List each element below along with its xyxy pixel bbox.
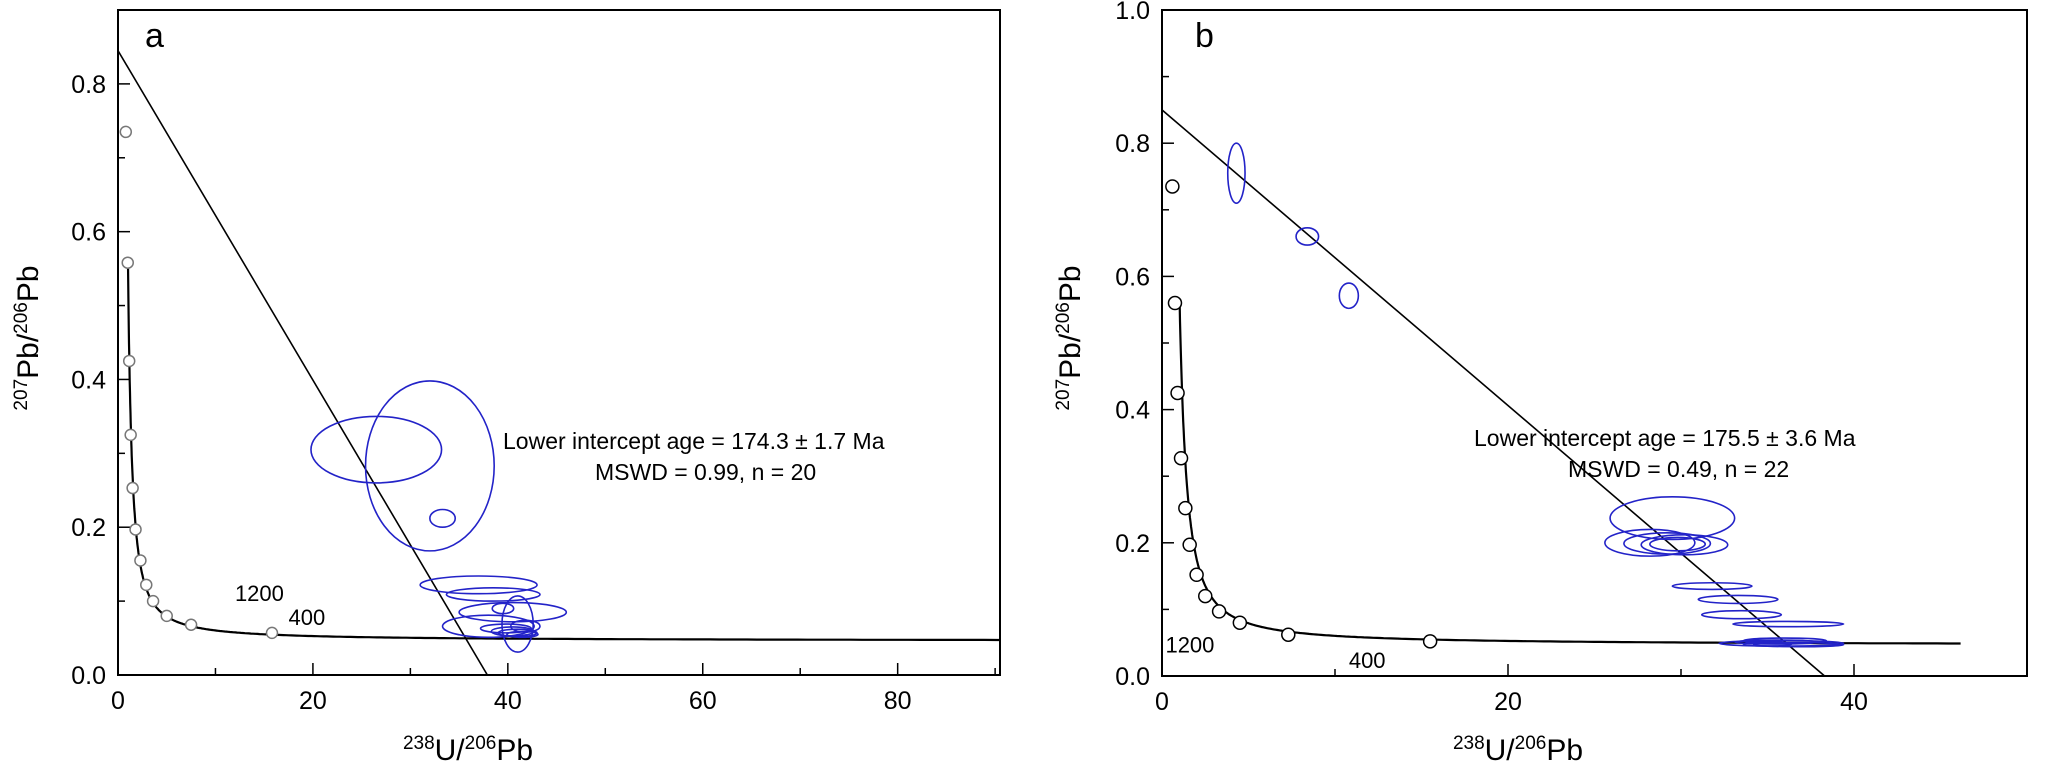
panel-a-concordia-marker	[129, 523, 142, 536]
panel-a-concordia-marker	[119, 125, 133, 139]
panel-a-error-ellipse	[441, 614, 535, 639]
panel-a-concordia-marker	[160, 609, 173, 623]
panel-a-error-ellipse	[364, 380, 495, 552]
panel-a-concordia-marker	[184, 618, 198, 632]
panel-b-concordia-marker	[1189, 567, 1204, 583]
panel-b: b Lower intercept age = 175.5 ± 3.6 Ma M…	[1053, 0, 2028, 767]
panel-b-concordia-marker	[1170, 385, 1185, 401]
panel-b-concordia-marker	[1182, 537, 1197, 553]
panel-a-x-tick-label: 80	[884, 687, 912, 715]
panel-b-error-ellipse	[1733, 639, 1819, 645]
panel-b-plot-frame	[1161, 9, 2028, 677]
panel-b-age-label: 400	[1349, 648, 1386, 673]
panel-a-y-tick-label: 0.0	[71, 662, 106, 690]
panel-b-age-label: 1200	[1165, 633, 1214, 658]
panel-a-error-ellipse	[445, 587, 541, 602]
panel-b-discordia-line	[1162, 109, 1826, 676]
panel-a-age-label: 1200	[235, 581, 284, 606]
panel-a-y-tick-label: 0.6	[71, 219, 106, 247]
panel-a-error-ellipse	[506, 630, 539, 639]
panel-a-plot-content	[118, 50, 1000, 675]
panel-a-plot-frame	[117, 9, 1001, 676]
panel-b-annotation-line1: Lower intercept age = 175.5 ± 3.6 Ma	[1474, 425, 1856, 451]
panel-b-concordia-marker	[1281, 627, 1296, 642]
panel-b-error-ellipse	[1649, 536, 1707, 552]
panel-a-discordia-line	[118, 50, 489, 675]
panel-a-concordia-marker	[265, 626, 279, 640]
panel-a-error-ellipse	[419, 575, 538, 595]
panel-b-concordia-marker	[1178, 500, 1193, 516]
panel-b-y-axis-label: 207Pb/206Pb	[1053, 265, 1087, 410]
panel-b-y-tick-label: 0.8	[1115, 130, 1150, 158]
panel-a-error-ellipse	[458, 601, 568, 623]
panel-b-error-ellipse	[1700, 609, 1783, 620]
panel-b-error-ellipse	[1697, 594, 1779, 605]
panel-a-y-tick-label: 0.4	[71, 366, 106, 394]
panel-a-age-label: 400	[289, 605, 326, 630]
panel-a-x-tick-label: 40	[494, 687, 522, 715]
panel-a-concordia-marker	[121, 256, 134, 269]
panel-b-concordia-marker	[1165, 179, 1180, 194]
panel-a-x-axis-label: 238U/206Pb	[403, 733, 533, 767]
panel-a-x-tick-label: 60	[689, 687, 717, 715]
panel-a-x-tick-label: 0	[111, 687, 125, 715]
panel-b-error-ellipse	[1742, 641, 1793, 647]
panel-b-letter: b	[1195, 17, 1214, 55]
panel-b-x-tick-label: 40	[1840, 688, 1868, 716]
panel-b-error-ellipse	[1640, 534, 1729, 556]
panel-b-y-tick-label: 0.0	[1115, 663, 1150, 691]
panel-a: a Lower intercept age = 174.3 ± 1.7 Ma M…	[11, 9, 1001, 767]
panel-b-error-ellipse	[1604, 528, 1696, 557]
panel-a-y-axis-label: 207Pb/206Pb	[11, 265, 45, 410]
panel-b-concordia-marker	[1173, 450, 1189, 466]
panel-b-error-ellipse	[1671, 581, 1753, 591]
panel-a-concordia-marker	[146, 594, 160, 608]
panel-b-annotation-line2: MSWD = 0.49, n = 22	[1568, 456, 1789, 482]
panel-b-x-tick-label: 0	[1155, 688, 1169, 716]
panel-b-error-ellipse	[1732, 620, 1845, 628]
panel-b-error-ellipse	[1295, 226, 1320, 246]
panel-b-y-tick-label: 0.4	[1115, 397, 1150, 425]
panel-a-error-ellipse	[429, 508, 457, 529]
panel-b-concordia-marker	[1211, 604, 1227, 619]
panel-a-annotation-line2: MSWD = 0.99, n = 20	[595, 459, 816, 485]
panel-b-x-tick-label: 20	[1494, 688, 1522, 716]
panel-b-y-tick-label: 0.6	[1115, 263, 1150, 291]
panel-b-error-ellipse	[1226, 142, 1246, 204]
panel-b-error-ellipse	[1338, 282, 1360, 310]
panel-a-annotation-line1: Lower intercept age = 174.3 ± 1.7 Ma	[503, 428, 885, 454]
panel-b-error-ellipse	[1752, 641, 1845, 648]
panel-b-x-axis-label: 238U/206Pb	[1453, 733, 1583, 767]
panel-a-concordia-curve	[126, 263, 1000, 642]
panel-b-y-tick-label: 1.0	[1115, 0, 1150, 25]
panel-a-concordia-marker	[140, 578, 153, 592]
panel-a-concordia-marker	[134, 554, 147, 567]
panel-b-concordia-marker	[1167, 295, 1183, 311]
panel-a-concordia-marker	[126, 481, 139, 495]
panel-a-concordia-marker	[122, 354, 136, 368]
panel-b-concordia-marker	[1422, 634, 1438, 649]
panel-a-y-tick-label: 0.8	[71, 71, 106, 99]
panel-b-concordia-marker	[1232, 615, 1248, 630]
panel-a-x-tick-label: 20	[299, 687, 327, 715]
panel-a-error-ellipse	[479, 623, 533, 634]
panel-b-error-ellipse	[1609, 496, 1736, 541]
panel-a-letter: a	[145, 17, 164, 55]
panel-b-y-tick-label: 0.2	[1115, 530, 1150, 558]
panel-b-plot-content	[1162, 109, 1961, 676]
panel-b-concordia-marker	[1198, 588, 1213, 604]
panel-a-y-tick-label: 0.2	[71, 514, 106, 542]
panel-a-concordia-marker	[124, 428, 137, 442]
panel-a-error-ellipse	[310, 415, 443, 484]
